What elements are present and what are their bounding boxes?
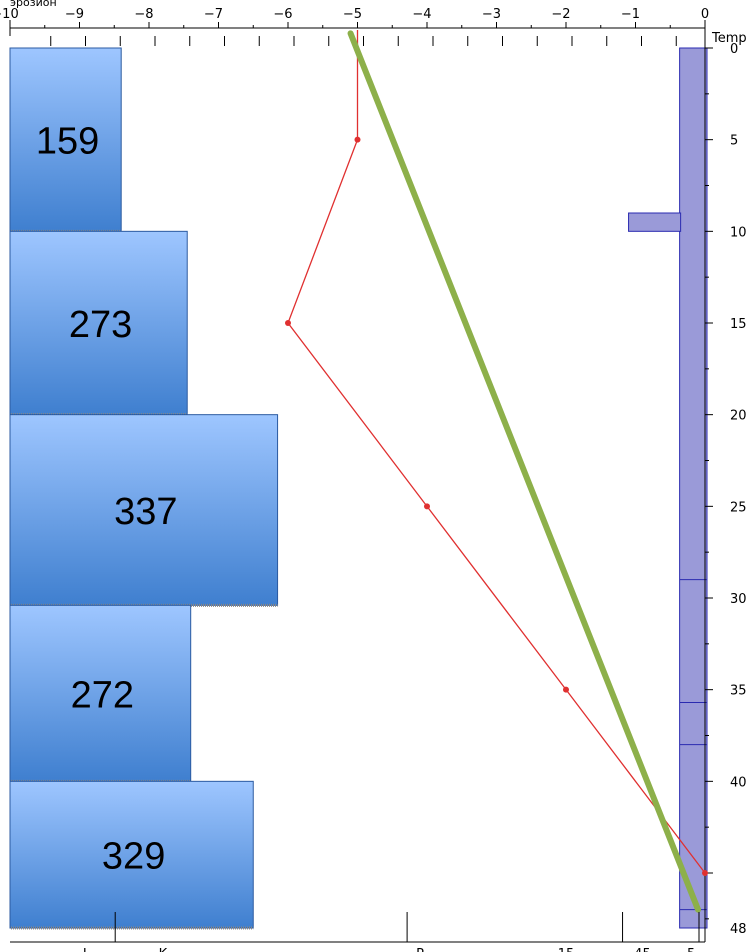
y-tick-label: 35 [730, 684, 747, 699]
x-tick-label: −5 [343, 7, 362, 22]
y-tick-label: 48 [730, 922, 747, 937]
y-tick-label: 10 [730, 225, 747, 240]
series-lines [285, 30, 708, 913]
bar-value-label: 159 [36, 121, 99, 163]
depth-bar [9, 230, 188, 416]
x-axis: −10−9−8−7−6−5−4−3−2−10 [0, 7, 709, 46]
x-tick-label: −1 [621, 7, 640, 22]
bottom-label: L [83, 947, 91, 952]
temperature-point [563, 686, 569, 693]
trend-line [347, 30, 702, 913]
bottom-label: 15 [558, 947, 575, 952]
right-column-notch [628, 212, 682, 232]
x-tick-label: 0 [701, 7, 709, 22]
bottom-label: K [159, 947, 168, 952]
bottom-axis: L K P 15 45 5 [10, 912, 705, 952]
x-tick-label: −3 [482, 7, 501, 22]
y-tick-label: 15 [730, 317, 747, 332]
depth-bars: 159 273 337 272 329 [9, 47, 279, 930]
y-axis: 0 5 10 15 20 25 30 35 40 48 [704, 28, 747, 942]
depth-bar [9, 414, 279, 606]
y-tick-label: 40 [730, 775, 747, 790]
x-tick-label: −6 [273, 7, 292, 22]
bar-value-label: 329 [102, 836, 165, 878]
header-right-label: Temp [711, 31, 747, 46]
temperature-point [354, 136, 361, 143]
temperature-point [285, 320, 291, 326]
y-tick-label: 30 [730, 592, 747, 607]
temperature-profile-line [287, 30, 706, 874]
bottom-label: 5 [687, 947, 695, 952]
x-tick-label: −2 [551, 7, 570, 22]
right-column-fill [679, 47, 708, 929]
bottom-label: P [416, 947, 424, 952]
x-tick-label: −8 [134, 7, 153, 22]
header-left-label: эрозион [10, 0, 57, 9]
bottom-label: 45 [634, 947, 651, 952]
x-tick-label: −7 [204, 7, 223, 22]
temperature-point [702, 870, 708, 876]
temperature-point [424, 503, 430, 510]
y-tick-label: 25 [730, 500, 747, 515]
bar-value-label: 337 [114, 491, 177, 533]
x-tick-label: −4 [412, 7, 431, 22]
bar-value-label: 273 [69, 304, 132, 346]
bar-value-label: 272 [71, 674, 134, 716]
right-column [628, 47, 708, 929]
x-tick-label: −9 [65, 7, 84, 22]
depth-bar [9, 604, 192, 782]
y-tick-label: 20 [730, 409, 747, 424]
depth-bar [9, 47, 122, 232]
x-tick-label: −10 [0, 7, 19, 22]
y-tick-label: 5 [730, 134, 738, 149]
y-tick-label: 0 [730, 42, 738, 57]
